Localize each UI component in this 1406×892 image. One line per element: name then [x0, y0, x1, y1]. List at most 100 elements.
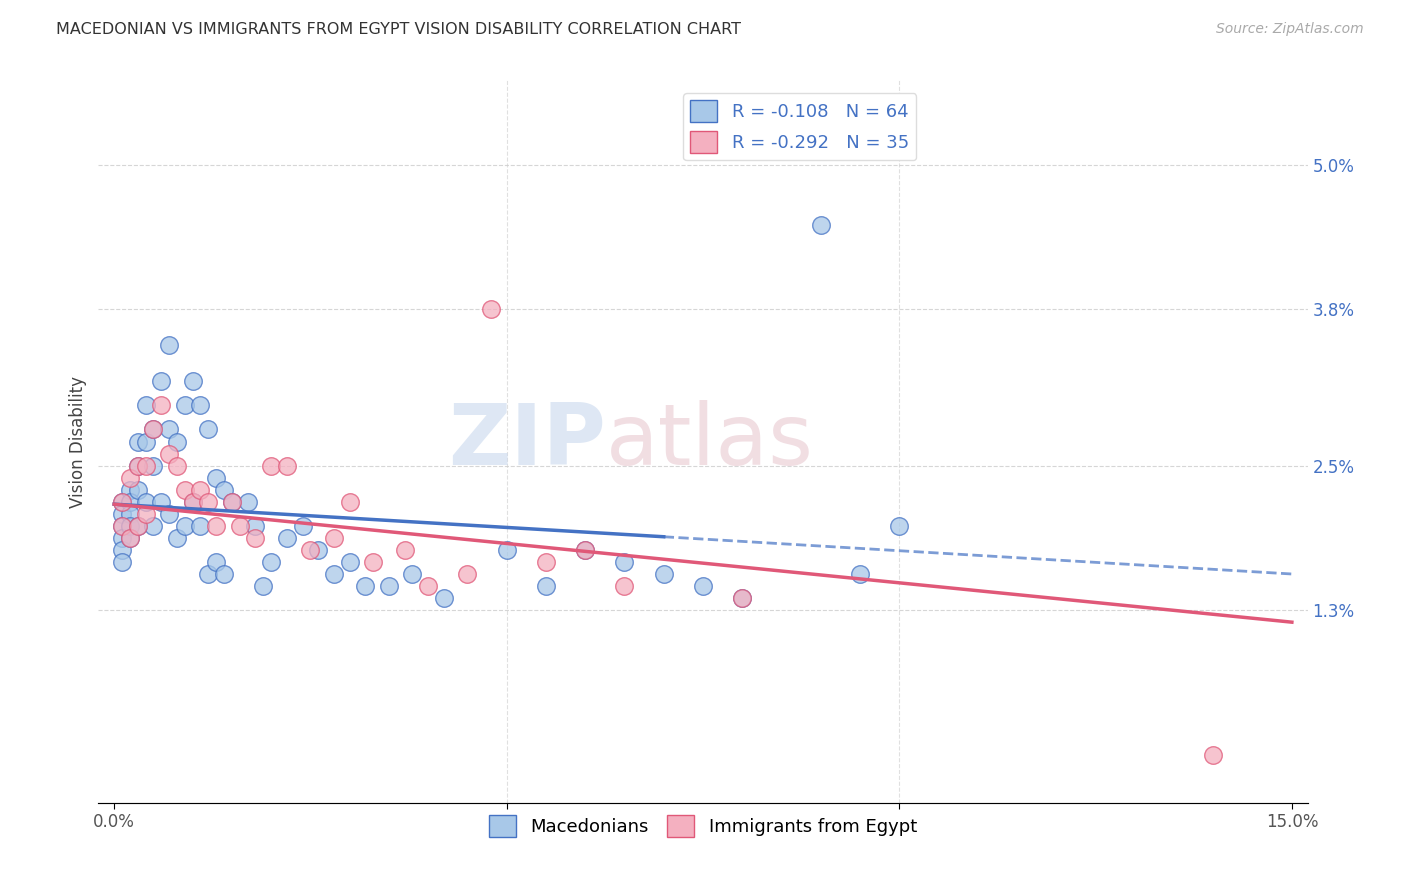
Point: [731, 591, 754, 606]
Point: [205, 519, 228, 533]
Point: [276, 531, 298, 545]
Point: [260, 555, 283, 569]
Point: [307, 542, 329, 557]
Point: [157, 423, 180, 437]
Point: [157, 507, 180, 521]
Point: [111, 494, 134, 508]
Point: [433, 591, 456, 606]
Text: atlas: atlas: [606, 400, 814, 483]
Y-axis label: Vision Disability: Vision Disability: [69, 376, 87, 508]
Point: [111, 519, 134, 533]
Point: [118, 494, 141, 508]
Point: [127, 434, 149, 449]
Point: [849, 567, 872, 582]
Text: MACEDONIAN VS IMMIGRANTS FROM EGYPT VISION DISABILITY CORRELATION CHART: MACEDONIAN VS IMMIGRANTS FROM EGYPT VISI…: [56, 22, 741, 37]
Point: [118, 471, 141, 485]
Point: [150, 398, 173, 412]
Point: [118, 507, 141, 521]
Point: [190, 519, 212, 533]
Point: [810, 218, 832, 232]
Point: [181, 494, 204, 508]
Point: [205, 555, 228, 569]
Point: [111, 531, 134, 545]
Point: [118, 531, 141, 545]
Point: [205, 471, 228, 485]
Point: [142, 423, 165, 437]
Point: [157, 447, 180, 461]
Point: [378, 579, 401, 593]
Point: [245, 519, 267, 533]
Point: [339, 494, 361, 508]
Point: [173, 519, 195, 533]
Point: [181, 494, 204, 508]
Point: [534, 579, 557, 593]
Point: [221, 494, 243, 508]
Point: [534, 555, 557, 569]
Point: [173, 398, 195, 412]
Point: [652, 567, 675, 582]
Point: [135, 507, 157, 521]
Point: [166, 531, 188, 545]
Point: [252, 579, 274, 593]
Point: [142, 519, 165, 533]
Point: [221, 494, 243, 508]
Point: [613, 579, 636, 593]
Point: [236, 494, 259, 508]
Point: [401, 567, 423, 582]
Point: [479, 301, 502, 317]
Point: [276, 458, 298, 473]
Point: [197, 494, 219, 508]
Point: [135, 494, 157, 508]
Point: [190, 398, 212, 412]
Point: [418, 579, 440, 593]
Point: [190, 483, 212, 497]
Point: [212, 567, 235, 582]
Point: [127, 483, 149, 497]
Point: [323, 531, 346, 545]
Point: [127, 519, 149, 533]
Point: [212, 483, 235, 497]
Point: [1202, 747, 1225, 762]
Point: [245, 531, 267, 545]
Point: [229, 519, 252, 533]
Point: [323, 567, 346, 582]
Point: [135, 398, 157, 412]
Point: [260, 458, 283, 473]
Point: [142, 423, 165, 437]
Point: [111, 519, 134, 533]
Point: [889, 519, 911, 533]
Point: [181, 375, 204, 389]
Point: [135, 434, 157, 449]
Point: [197, 567, 219, 582]
Legend: Macedonians, Immigrants from Egypt: Macedonians, Immigrants from Egypt: [482, 808, 924, 845]
Point: [173, 483, 195, 497]
Point: [111, 542, 134, 557]
Point: [354, 579, 377, 593]
Point: [127, 458, 149, 473]
Point: [166, 458, 188, 473]
Point: [127, 458, 149, 473]
Point: [142, 458, 165, 473]
Point: [118, 519, 141, 533]
Point: [574, 542, 596, 557]
Point: [118, 531, 141, 545]
Point: [613, 555, 636, 569]
Point: [731, 591, 754, 606]
Text: Source: ZipAtlas.com: Source: ZipAtlas.com: [1216, 22, 1364, 37]
Point: [150, 494, 173, 508]
Point: [135, 458, 157, 473]
Point: [118, 483, 141, 497]
Point: [456, 567, 478, 582]
Point: [495, 542, 517, 557]
Point: [111, 507, 134, 521]
Point: [111, 555, 134, 569]
Point: [291, 519, 314, 533]
Point: [574, 542, 596, 557]
Text: ZIP: ZIP: [449, 400, 606, 483]
Point: [692, 579, 714, 593]
Point: [111, 494, 134, 508]
Point: [339, 555, 361, 569]
Point: [394, 542, 416, 557]
Point: [197, 423, 219, 437]
Point: [299, 542, 322, 557]
